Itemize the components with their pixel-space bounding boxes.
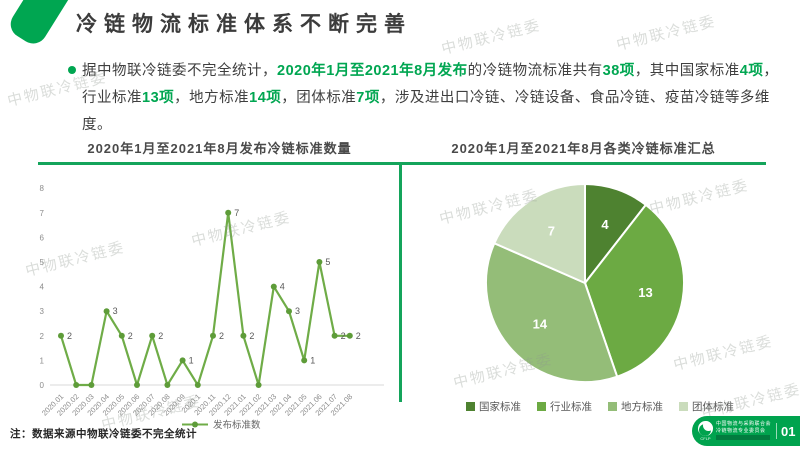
svg-text:6: 6 (40, 233, 45, 242)
org-name-line1: 中国物流与采购联合会 (716, 421, 772, 427)
page-number: 01 (781, 423, 796, 439)
svg-text:5: 5 (325, 257, 330, 267)
svg-text:4: 4 (601, 217, 609, 232)
pie-legend-item: 行业标准 (537, 399, 592, 414)
intro-paragraph: 据中物联冷链委不完全统计，2020年1月至2021年8月发布的冷链物流标准共有3… (82, 58, 784, 139)
org-logo-column: CFLP (698, 421, 713, 441)
svg-text:7: 7 (40, 209, 45, 218)
svg-text:2: 2 (40, 332, 45, 341)
svg-text:0: 0 (40, 381, 45, 390)
svg-text:1: 1 (189, 355, 194, 365)
intro-highlight: 7项 (356, 90, 380, 106)
pie-legend-item: 国家标准 (466, 399, 521, 414)
source-note: 注：数据来源中物联冷链委不完全统计 (10, 428, 197, 440)
svg-text:2: 2 (249, 331, 254, 341)
pie-legend-item: 地方标准 (608, 399, 663, 414)
legend-swatch-icon (679, 402, 688, 411)
org-name-line2: 冷链物流专业委员会 (716, 427, 766, 434)
legend-swatch-icon (608, 402, 617, 411)
svg-text:1: 1 (310, 355, 315, 365)
badge-divider (776, 423, 778, 439)
svg-text:2: 2 (356, 331, 361, 341)
org-subtitle-strip (716, 435, 770, 440)
svg-text:2: 2 (128, 331, 133, 341)
line-chart: 01234567822020.012020.022020.0332020.042… (40, 184, 384, 418)
intro-text-segment: 的冷链物流标准共有 (467, 63, 603, 79)
intro-text-segment: ，团体标准 (281, 90, 357, 106)
pie-chart: 4 13 14 7 (484, 182, 686, 384)
svg-text:4: 4 (40, 283, 45, 292)
legend-swatch-icon (466, 402, 475, 411)
line-chart-title: 2020年1月至2021年8月发布冷链标准数量 (87, 141, 352, 156)
svg-text:7: 7 (548, 224, 555, 239)
pie-legend-label: 团体标准 (692, 401, 734, 413)
svg-text:3: 3 (295, 306, 300, 316)
svg-text:1: 1 (40, 356, 45, 365)
footer-org-badge: CFLP 中国物流与采购联合会 冷链物流专业委员会 01 (692, 416, 800, 446)
page-title: 冷链物流标准体系不断完善 (76, 13, 412, 36)
intro-highlight: 2020年1月至2021年8月发布 (277, 63, 468, 79)
pie-legend-item: 团体标准 (679, 399, 734, 414)
svg-text:4: 4 (280, 282, 285, 292)
svg-text:7: 7 (234, 208, 239, 218)
intro-text-segment: ，其中国家标准 (634, 63, 740, 79)
svg-text:3: 3 (40, 307, 45, 316)
svg-text:5: 5 (40, 258, 45, 267)
svg-text:2: 2 (67, 331, 72, 341)
svg-text:14: 14 (533, 317, 548, 332)
line-chart-legend: 发布标准数 (182, 417, 261, 431)
watermark-text: 中物联冷链委 (439, 16, 543, 59)
bullet-icon (68, 66, 76, 74)
intro-text-segment: ，地方标准 (174, 90, 250, 106)
pie-legend-label: 国家标准 (479, 401, 521, 413)
intro-highlight: 38项 (602, 63, 635, 79)
horizontal-divider (38, 162, 766, 165)
intro-text-segment: ，涉及进出口冷链、冷链设备、食品冷链、疫苗冷链等多维度。 (82, 90, 770, 133)
svg-text:2: 2 (158, 331, 163, 341)
pie-chart-legend: 国家标准 行业标准 地方标准 团体标准 (430, 399, 770, 414)
watermark-text: 中物联冷链委 (614, 12, 718, 55)
line-legend-label: 发布标准数 (213, 420, 261, 431)
pie-legend-label: 行业标准 (550, 401, 592, 413)
intro-text-segment: ，行业标准 (82, 63, 779, 106)
svg-text:2: 2 (219, 331, 224, 341)
line-legend-marker-icon (182, 421, 208, 427)
svg-text:13: 13 (638, 285, 652, 300)
legend-swatch-icon (537, 402, 546, 411)
intro-highlight: 14项 (249, 90, 282, 106)
org-logo-icon (698, 421, 713, 436)
intro-highlight: 4项 (739, 63, 764, 79)
intro-highlight: 13项 (142, 90, 175, 106)
svg-text:3: 3 (113, 306, 118, 316)
pie-chart-title: 2020年1月至2021年8月各类冷链标准汇总 (451, 141, 716, 156)
vertical-divider (399, 162, 402, 402)
intro-text-segment: 据中物联冷链委不完全统计， (82, 63, 277, 79)
org-text-column: 中国物流与采购联合会 冷链物流专业委员会 (716, 421, 772, 440)
org-abbr: CFLP (700, 436, 711, 441)
svg-text:2: 2 (341, 331, 346, 341)
svg-text:8: 8 (40, 184, 45, 193)
pie-legend-label: 地方标准 (621, 401, 663, 413)
